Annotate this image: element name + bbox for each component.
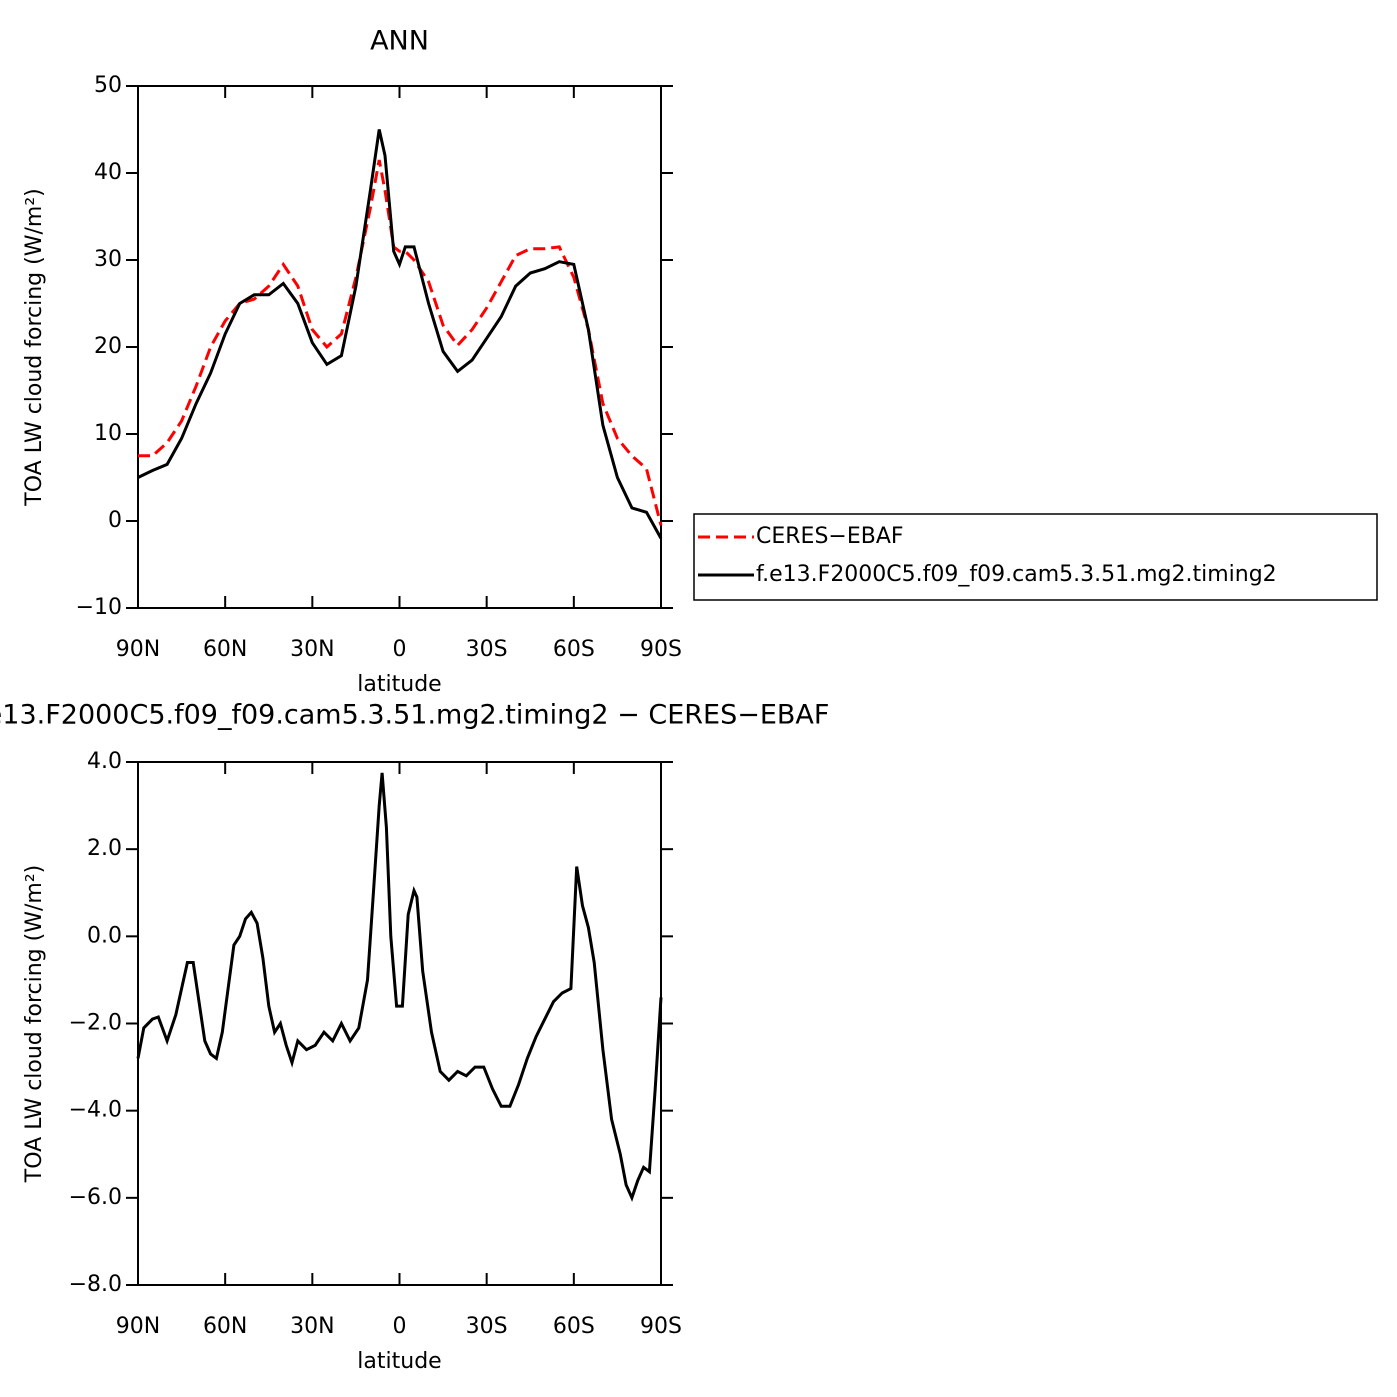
- y-tick-label: 50: [94, 73, 122, 98]
- x-tick-label: 60S: [553, 637, 595, 662]
- x-tick-label: 30S: [466, 1314, 508, 1339]
- plot-frame: [137, 761, 662, 1286]
- chart-title: f.e13.F2000C5.f09_f09.cam5.3.51.mg2.timi…: [0, 700, 829, 731]
- y-tick-label: −8.0: [69, 1272, 122, 1297]
- y-tick-label: −6.0: [69, 1185, 122, 1210]
- y-tick-label: 0: [108, 508, 122, 533]
- legend-label: f.e13.F2000C5.f09_f09.cam5.3.51.mg2.timi…: [756, 562, 1277, 587]
- x-axis-label: latitude: [357, 1349, 441, 1374]
- x-axis-label: latitude: [357, 672, 441, 697]
- y-tick-label: 4.0: [87, 749, 122, 774]
- legend-box: [693, 513, 1378, 601]
- x-tick-label: 90N: [116, 1314, 160, 1339]
- y-tick-label: −2.0: [69, 1011, 122, 1036]
- y-tick-label: 0.0: [87, 923, 122, 948]
- x-tick-label: 60N: [203, 637, 247, 662]
- data-line: [137, 129, 663, 540]
- x-tick-label: 30N: [290, 1314, 334, 1339]
- legend-label: CERES−EBAF: [756, 524, 904, 549]
- y-tick-label: 20: [94, 334, 122, 359]
- x-tick-label: 60N: [203, 1314, 247, 1339]
- y-tick-label: −10: [76, 595, 122, 620]
- y-tick-label: 30: [94, 247, 122, 272]
- x-tick-label: 90S: [640, 637, 682, 662]
- data-line: [138, 159, 663, 526]
- y-tick-label: 40: [94, 160, 122, 185]
- y-tick-label: 2.0: [87, 836, 122, 861]
- x-tick-label: 60S: [553, 1314, 595, 1339]
- plot-frame: [137, 85, 662, 609]
- y-axis-label: TOA LW cloud forcing (W/m²): [22, 865, 47, 1183]
- y-axis-label: TOA LW cloud forcing (W/m²): [22, 188, 47, 506]
- y-tick-label: −4.0: [69, 1098, 122, 1123]
- x-tick-label: 0: [393, 1314, 407, 1339]
- x-tick-label: 90N: [116, 637, 160, 662]
- chart-title: ANN: [370, 26, 429, 57]
- x-tick-label: 0: [393, 637, 407, 662]
- y-tick-label: 10: [94, 421, 122, 446]
- data-line: [136, 772, 663, 1202]
- x-tick-label: 30N: [290, 637, 334, 662]
- x-tick-label: 90S: [640, 1314, 682, 1339]
- x-tick-label: 30S: [466, 637, 508, 662]
